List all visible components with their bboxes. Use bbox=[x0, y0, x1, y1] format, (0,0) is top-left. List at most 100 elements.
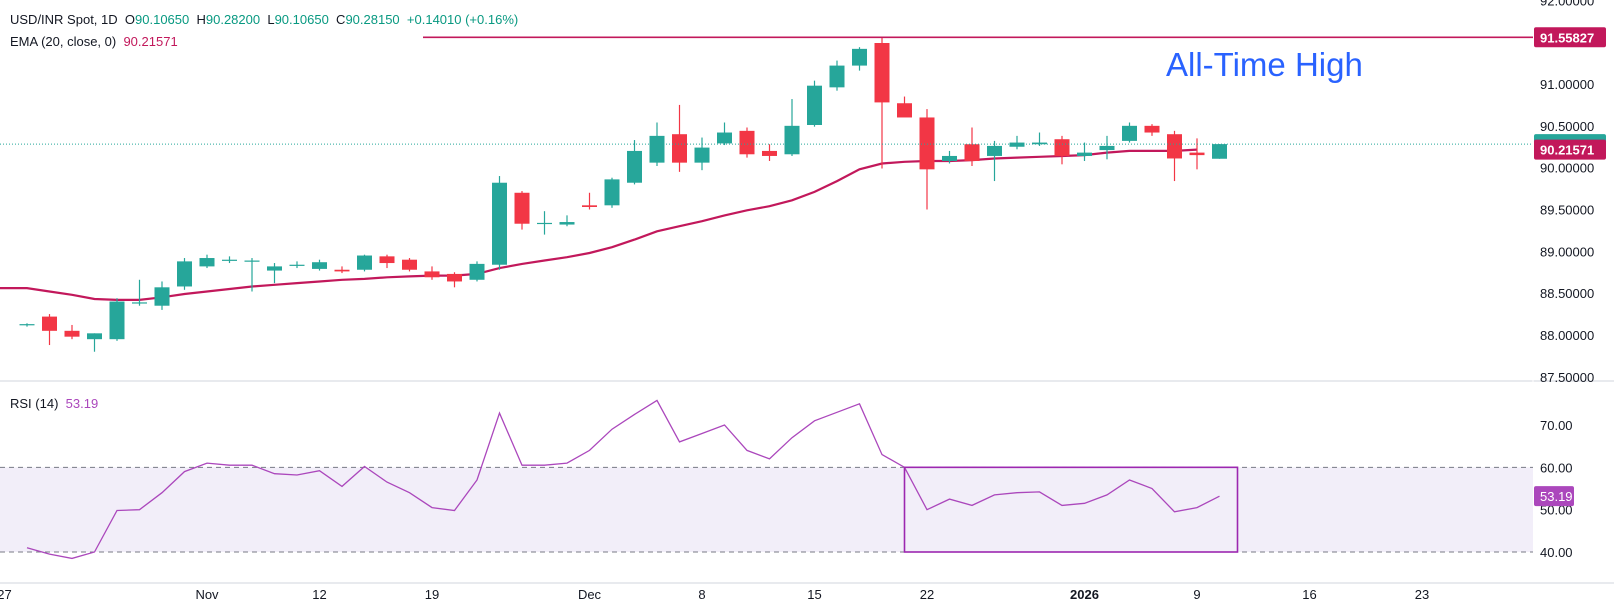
open-label: O bbox=[124, 12, 136, 27]
candle bbox=[267, 263, 282, 284]
candle-body bbox=[267, 266, 282, 271]
candle bbox=[1122, 122, 1137, 143]
rsi-badge-label: 53.19 bbox=[1540, 489, 1573, 504]
candle-body bbox=[132, 302, 147, 304]
candle-body bbox=[312, 262, 327, 269]
candles bbox=[19, 37, 1227, 352]
candle-body bbox=[739, 130, 755, 155]
candle-body bbox=[177, 261, 192, 287]
price-tick-label: 91.00000 bbox=[1540, 77, 1594, 92]
candle-body bbox=[199, 258, 215, 267]
candle bbox=[19, 323, 35, 327]
candle-body bbox=[424, 271, 440, 278]
price-badge bbox=[1534, 139, 1606, 160]
ema-value: 90.21571 bbox=[123, 34, 178, 49]
candle-body bbox=[1167, 134, 1182, 159]
candle-body bbox=[964, 144, 980, 161]
candle bbox=[514, 191, 530, 230]
candle bbox=[244, 258, 260, 292]
candle-body bbox=[244, 260, 260, 262]
candle bbox=[1099, 135, 1115, 160]
price-tick-label: 88.50000 bbox=[1540, 286, 1594, 301]
high-label: H bbox=[196, 12, 206, 27]
time-tick-label: 22 bbox=[920, 587, 934, 602]
candle bbox=[132, 279, 147, 306]
candle-body bbox=[1144, 125, 1160, 133]
candle-body bbox=[19, 324, 35, 326]
rsi-legend: RSI (14) 53.19 bbox=[10, 396, 98, 411]
rsi-badge bbox=[1534, 486, 1574, 507]
rsi-tick-label: 70.00 bbox=[1540, 418, 1573, 433]
candle-body bbox=[1009, 142, 1025, 147]
candle bbox=[559, 215, 575, 227]
all-time-high-annotation: All-Time High bbox=[1166, 46, 1363, 83]
candle bbox=[897, 96, 912, 118]
candle-body bbox=[222, 259, 237, 261]
candle-body bbox=[919, 117, 935, 170]
candle-body bbox=[1099, 145, 1115, 151]
candle-body bbox=[559, 222, 575, 225]
candle bbox=[784, 99, 800, 156]
candle-body bbox=[87, 333, 102, 340]
candle bbox=[672, 104, 687, 172]
price-badge-label: 91.55827 bbox=[1540, 30, 1594, 45]
time-tick-label: 19 bbox=[425, 587, 439, 602]
close-label: C bbox=[336, 12, 346, 27]
candle-body bbox=[694, 147, 710, 163]
time-tick-label: 12 bbox=[312, 587, 326, 602]
candle bbox=[739, 127, 755, 158]
time-tick-label: 27 bbox=[0, 587, 12, 602]
overlays bbox=[0, 36, 1533, 553]
candle-body bbox=[154, 287, 170, 306]
candle bbox=[807, 80, 822, 127]
rsi-tick-label: 40.00 bbox=[1540, 545, 1573, 560]
symbol-label: USD/INR Spot, 1D bbox=[10, 12, 118, 27]
grid bbox=[0, 380, 1614, 584]
candle-body bbox=[717, 132, 732, 144]
candle-body bbox=[762, 150, 777, 156]
rsi-line bbox=[26, 399, 1220, 560]
candle bbox=[222, 256, 237, 264]
time-tick-label: 16 bbox=[1302, 587, 1316, 602]
candle bbox=[1077, 142, 1092, 161]
ohlc-legend: USD/INR Spot, 1D O90.10650 H90.28200 L90… bbox=[10, 12, 518, 27]
candle-body bbox=[807, 85, 822, 125]
rsi-value: 53.19 bbox=[65, 396, 99, 411]
candle bbox=[402, 258, 417, 272]
candle bbox=[1167, 130, 1182, 182]
candle bbox=[357, 254, 372, 272]
time-tick-label: 23 bbox=[1415, 587, 1429, 602]
rsi-band bbox=[0, 467, 1533, 552]
candle bbox=[582, 192, 597, 210]
candle-body bbox=[604, 179, 620, 206]
candle-body bbox=[1189, 152, 1205, 156]
ema-layer bbox=[0, 148, 1198, 301]
candle bbox=[717, 122, 732, 146]
candle bbox=[1054, 135, 1070, 165]
candle bbox=[537, 211, 552, 235]
candle-body bbox=[289, 264, 305, 266]
price-tick-label: 88.00000 bbox=[1540, 328, 1594, 343]
price-tick-label: 92.00000 bbox=[1540, 0, 1594, 8]
candle-body bbox=[402, 259, 417, 270]
candle bbox=[334, 266, 350, 274]
rsi-tick-label: 50.00 bbox=[1540, 503, 1573, 518]
price-tick-label: 90.00000 bbox=[1540, 161, 1594, 176]
candle bbox=[1189, 138, 1205, 170]
time-tick-label: Dec bbox=[578, 587, 602, 602]
time-tick-label: 15 bbox=[807, 587, 821, 602]
candle-body bbox=[357, 255, 372, 270]
candle bbox=[852, 47, 867, 71]
open-value: 90.10650 bbox=[135, 12, 190, 27]
candle-body bbox=[1032, 142, 1047, 145]
candle bbox=[447, 272, 462, 288]
candle bbox=[469, 261, 485, 282]
candle bbox=[829, 60, 845, 91]
ema-legend: EMA (20, close, 0) 90.21571 bbox=[10, 34, 178, 49]
candle-body bbox=[829, 65, 845, 88]
candle bbox=[987, 140, 1002, 182]
candle bbox=[1212, 144, 1227, 159]
time-tick-label: Nov bbox=[195, 587, 219, 602]
rsi-panel bbox=[0, 399, 1533, 560]
